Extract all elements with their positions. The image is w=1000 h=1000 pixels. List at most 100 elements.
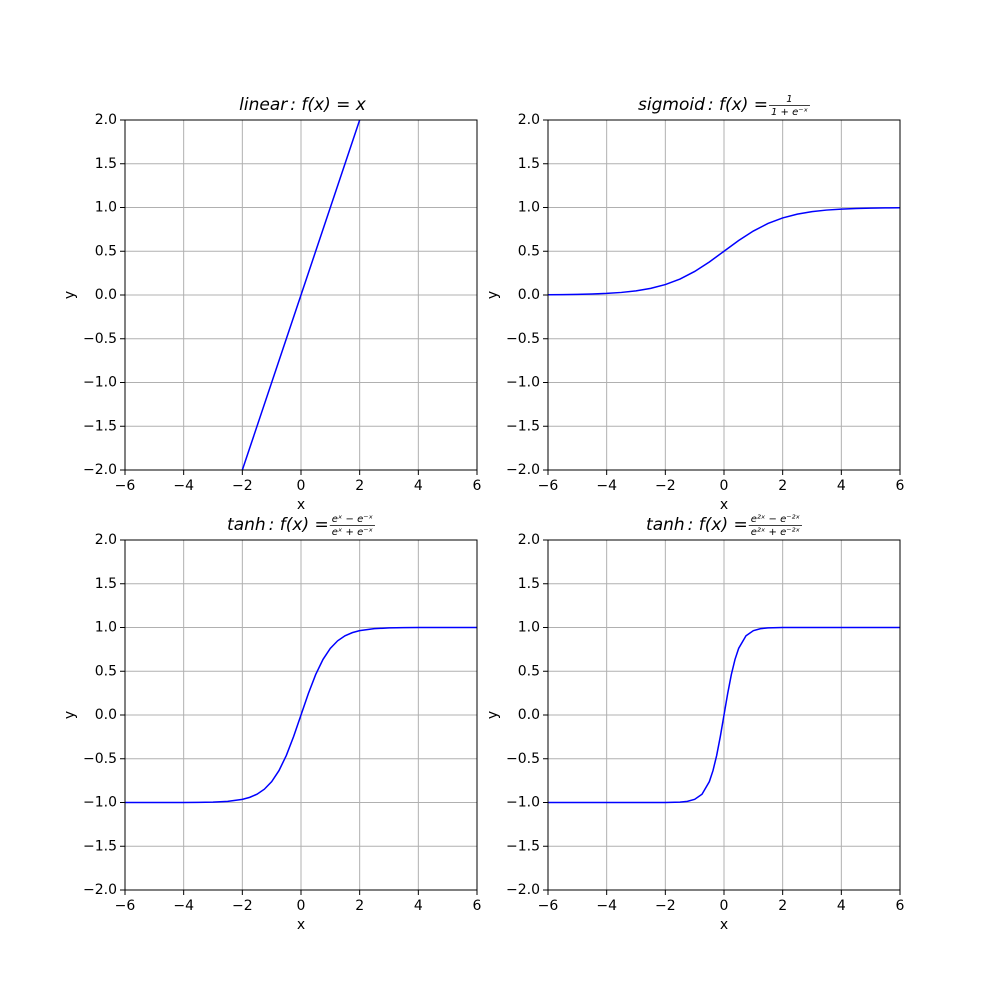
- x-tick-label: 2: [355, 478, 364, 494]
- x-axis-label: x: [297, 497, 305, 513]
- x-tick-label: 2: [778, 898, 787, 914]
- y-tick-label: −2.0: [83, 882, 117, 898]
- title-denominator: eˣ + e⁻ˣ: [332, 527, 374, 538]
- y-tick-label: 1.5: [95, 576, 117, 592]
- x-tick-label: −6: [115, 898, 136, 914]
- x-tick-label: 0: [297, 478, 306, 494]
- title-name: sigmoid: [638, 95, 705, 115]
- title-name: tanh: [227, 515, 266, 535]
- y-axis-label: y: [485, 711, 501, 719]
- y-tick-label: −1.5: [506, 418, 540, 434]
- y-tick-label: −0.5: [83, 751, 117, 767]
- subplot: −6 −4 −2 0 2 4 6 −2.0 −1.5 −1.0 −0.5 0.0 0.5 1.0 1.5 2.…: [485, 514, 905, 933]
- x-tick-label: 2: [778, 478, 787, 494]
- x-tick-label: 4: [837, 898, 846, 914]
- title-formula: : f(x) =: [708, 95, 768, 115]
- y-tick-label: −1.0: [83, 375, 117, 391]
- x-tick-label: −2: [232, 898, 253, 914]
- y-tick-label: 0.0: [518, 707, 540, 723]
- subplot: −6 −4 −2 0 2 4 6 −2.0 −1.5 −1.0 −0.5 0.0 0.5 1.0 1.5 2.…: [62, 514, 482, 933]
- y-tick-label: −2.0: [83, 462, 117, 478]
- title-denominator: e²ˣ + e⁻²ˣ: [751, 527, 801, 538]
- x-tick-label: 6: [896, 478, 905, 494]
- line-series: [125, 626, 477, 804]
- x-tick-label: −6: [115, 478, 136, 494]
- y-tick-label: 0.0: [95, 287, 117, 303]
- chart-title: sigmoid: f(x) = 1 1 + e⁻ˣ: [638, 94, 810, 118]
- title-formula: : f(x) =: [269, 515, 329, 535]
- axes-frame: [547, 119, 901, 471]
- x-tick-label: −4: [173, 898, 194, 914]
- y-tick-label: −0.5: [506, 751, 540, 767]
- subplot: −6 −4 −2 0 2 4 6 −2.0 −1.5 −1.0 −0.5 0.0 0.5 1.0 1.5 2.…: [485, 94, 905, 513]
- y-tick-label: 1.0: [95, 620, 117, 636]
- y-tick-label: 2.0: [518, 112, 540, 128]
- chart-title: tanh: f(x) = eˣ − e⁻ˣ eˣ + e⁻ˣ: [227, 514, 375, 538]
- x-tick-label: 6: [473, 898, 482, 914]
- x-tick-label: 4: [414, 898, 423, 914]
- title-name: linear: [239, 95, 288, 115]
- y-tick-label: −1.0: [506, 375, 540, 391]
- x-tick-label: −4: [596, 898, 617, 914]
- y-axis-label: y: [62, 711, 78, 719]
- title-numerator: e²ˣ − e⁻²ˣ: [751, 514, 801, 525]
- x-tick-label: −6: [538, 898, 559, 914]
- subplot: −6 −4 −2 0 2 4 6 −2.0 −1.5 −1.0 −0.5 0.0 0.5 1.0 1.5 2.…: [62, 95, 482, 513]
- svg-text:tanh: f(x) =: tanh: f(x) =: [227, 515, 329, 535]
- y-tick-label: −1.5: [506, 838, 540, 854]
- x-axis-label: x: [720, 917, 728, 933]
- x-tick-label: 2: [355, 898, 364, 914]
- y-tick-label: 2.0: [95, 532, 117, 548]
- svg-text:sigmoid: f(x) =: sigmoid: f(x) =: [638, 95, 768, 115]
- x-tick-label: 6: [896, 898, 905, 914]
- y-tick-label: 1.0: [95, 200, 117, 216]
- x-tick-label: −6: [538, 478, 559, 494]
- x-tick-label: −2: [232, 478, 253, 494]
- y-tick-label: −2.0: [506, 882, 540, 898]
- y-tick-label: 2.0: [95, 112, 117, 128]
- y-tick-label: −2.0: [506, 462, 540, 478]
- y-tick-label: 0.5: [95, 243, 117, 259]
- y-tick-label: −1.5: [83, 838, 117, 854]
- y-tick-label: 0.5: [95, 663, 117, 679]
- y-tick-label: 0.0: [518, 287, 540, 303]
- x-tick-label: 4: [837, 478, 846, 494]
- x-tick-label: −2: [655, 898, 676, 914]
- y-tick-label: 0.0: [95, 707, 117, 723]
- title-formula: : f(x) = x: [290, 95, 366, 115]
- x-tick-label: −4: [173, 478, 194, 494]
- y-tick-label: 0.5: [518, 243, 540, 259]
- x-tick-label: 0: [297, 898, 306, 914]
- svg-text:tanh: f(x) =: tanh: f(x) =: [646, 515, 748, 535]
- chart-title: tanh: f(x) = e²ˣ − e⁻²ˣ e²ˣ + e⁻²ˣ: [646, 514, 802, 538]
- axes-frame: [547, 539, 901, 891]
- chart-title: linear: f(x) = x: [239, 95, 367, 115]
- y-tick-label: −1.0: [83, 795, 117, 811]
- y-tick-label: −1.5: [83, 418, 117, 434]
- y-tick-label: 1.5: [518, 576, 540, 592]
- x-axis-label: x: [720, 497, 728, 513]
- line-series: [548, 206, 900, 296]
- y-tick-label: 1.5: [95, 156, 117, 172]
- title-denominator: 1 + e⁻ˣ: [771, 107, 809, 118]
- y-tick-label: −1.0: [506, 795, 540, 811]
- y-axis-label: y: [485, 291, 501, 299]
- line-series: [241, 120, 361, 470]
- axes-frame: [124, 119, 478, 471]
- y-axis-label: y: [62, 291, 78, 299]
- y-tick-label: 1.5: [518, 156, 540, 172]
- y-tick-label: −0.5: [506, 331, 540, 347]
- svg-text:linear: f(x) = x: linear: f(x) = x: [239, 95, 367, 115]
- x-axis-label: x: [297, 917, 305, 933]
- axes-frame: [124, 539, 478, 891]
- y-tick-label: 1.0: [518, 200, 540, 216]
- x-tick-label: 0: [720, 898, 729, 914]
- y-tick-label: −0.5: [83, 331, 117, 347]
- title-name: tanh: [646, 515, 685, 535]
- title-formula: : f(x) =: [688, 515, 748, 535]
- y-tick-label: 1.0: [518, 620, 540, 636]
- x-tick-label: −4: [596, 478, 617, 494]
- y-tick-label: 2.0: [518, 532, 540, 548]
